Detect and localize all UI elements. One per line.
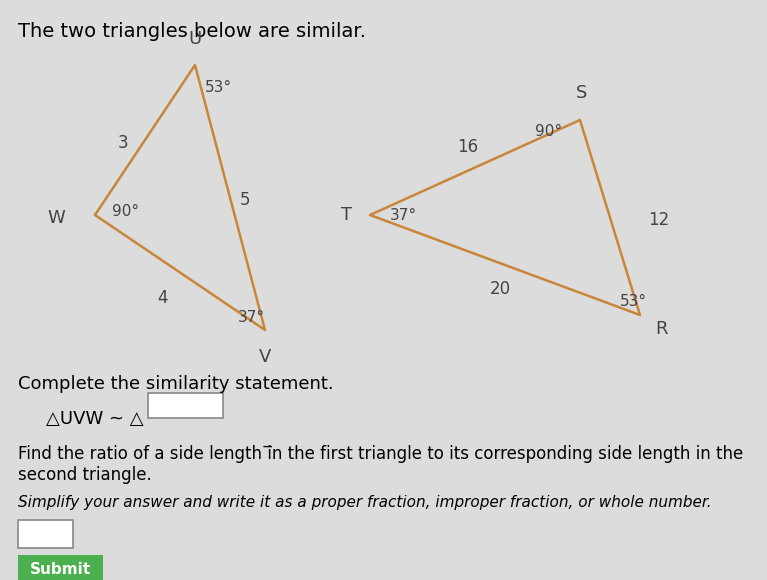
FancyBboxPatch shape [18,555,103,580]
Text: R: R [655,320,667,338]
Text: 4: 4 [157,289,168,307]
Text: 5: 5 [240,191,251,209]
Text: V: V [258,348,272,366]
FancyBboxPatch shape [18,520,73,548]
Text: The two triangles below are similar.: The two triangles below are similar. [18,22,366,41]
FancyBboxPatch shape [148,393,223,418]
Text: △UVW ~ △: △UVW ~ △ [46,410,143,428]
Text: 37°: 37° [238,310,265,325]
Text: 90°: 90° [535,125,562,140]
Text: 12: 12 [648,211,670,229]
Text: S: S [576,84,588,102]
Text: 3: 3 [117,134,128,152]
Text: Submit: Submit [30,561,91,577]
Text: 16: 16 [457,138,479,156]
Text: 53°: 53° [620,295,647,310]
Text: Simplify your answer and write it as a proper fraction, improper fraction, or wh: Simplify your answer and write it as a p… [18,495,712,510]
Text: Find the ratio of a side length i̅n the first triangle to its corresponding side: Find the ratio of a side length i̅n the … [18,445,743,484]
Text: 37°: 37° [390,208,417,223]
Text: 90°: 90° [112,205,139,219]
Text: W: W [48,209,65,227]
Text: Complete the similarity statement.: Complete the similarity statement. [18,375,334,393]
Text: 53°: 53° [205,81,232,96]
Text: 20: 20 [489,280,511,298]
Text: U: U [189,30,202,48]
Text: T: T [341,206,352,224]
